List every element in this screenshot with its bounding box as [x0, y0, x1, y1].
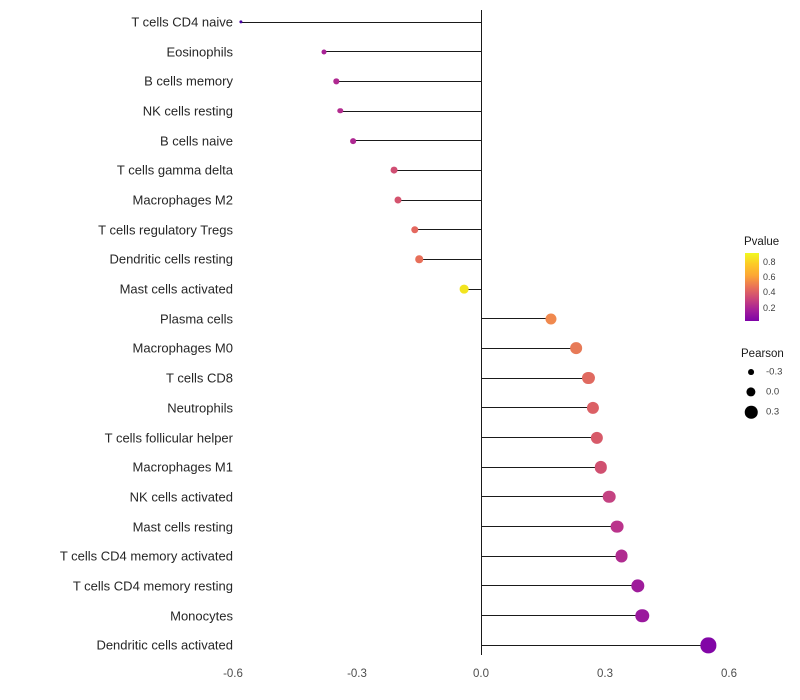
category-label: T cells CD8	[166, 370, 233, 386]
pearson-size-label: 0.0	[766, 386, 780, 398]
pearson-size-label: -0.3	[766, 366, 783, 378]
zero-axis-line	[480, 10, 482, 656]
lollipop-dot	[615, 549, 628, 563]
lollipop-stem	[481, 644, 709, 646]
category-label: Mast cells resting	[132, 519, 233, 535]
lollipop-dot	[390, 166, 398, 174]
pvalue-tick-label: 0.2	[763, 303, 776, 314]
category-label: Macrophages M0	[132, 340, 233, 356]
lollipop-dot	[586, 401, 599, 414]
lollipop-stem	[464, 288, 481, 290]
pearson-size-label: 0.3	[766, 406, 780, 418]
lollipop-dot	[610, 520, 624, 533]
lollipop-dot	[631, 579, 645, 593]
pearson-size-dot	[748, 369, 754, 375]
category-label: Eosinophils	[166, 44, 234, 60]
category-label: Dendritic cells resting	[109, 251, 233, 267]
category-label: T cells CD4 memory resting	[72, 578, 233, 594]
pvalue-tick-label: 0.8	[763, 256, 776, 267]
lollipop-stem	[336, 80, 481, 82]
category-label: NK cells activated	[129, 489, 233, 505]
pearson-size-dot	[746, 387, 756, 397]
lollipop-dot	[394, 196, 402, 204]
lollipop-stem	[398, 199, 481, 201]
category-label: B cells naive	[160, 133, 233, 149]
pvalue-tick-label: 0.6	[763, 272, 776, 283]
lollipop-dot	[545, 313, 557, 325]
lollipop-stem	[481, 526, 618, 528]
lollipop-dot	[411, 226, 419, 234]
category-label: B cells memory	[144, 73, 233, 89]
category-label: Neutrophils	[167, 400, 233, 416]
lollipop-stem	[241, 21, 481, 23]
lollipop-stem	[481, 555, 622, 557]
lollipop-stem	[481, 466, 601, 468]
category-label: Macrophages M2	[132, 192, 233, 208]
category-label: NK cells resting	[142, 103, 233, 119]
category-label: Plasma cells	[160, 311, 233, 327]
x-tick-label: 0.0	[473, 668, 489, 680]
pvalue-colorbar	[745, 253, 759, 321]
pearson-legend-title: Pearson	[741, 348, 784, 360]
lollipop-dot	[594, 461, 608, 474]
lollipop-stem	[481, 437, 597, 439]
lollipop-stem	[481, 347, 577, 349]
lollipop-stem	[340, 110, 481, 112]
category-label: T cells regulatory Tregs	[98, 222, 233, 238]
category-label: Dendritic cells activated	[96, 637, 233, 653]
lollipop-stem	[419, 258, 481, 260]
lollipop-dot	[635, 608, 649, 623]
category-label: T cells gamma delta	[116, 162, 233, 178]
category-label: Monocytes	[170, 608, 233, 624]
category-label: Mast cells activated	[119, 281, 233, 297]
lollipop-stem	[481, 496, 610, 498]
category-label: Macrophages M1	[132, 459, 233, 475]
category-label: T cells CD4 naive	[131, 14, 233, 30]
pearson-size-dot	[744, 405, 758, 419]
lollipop-dot	[239, 20, 243, 24]
lollipop-dot	[590, 431, 603, 444]
lollipop-stem	[394, 169, 481, 171]
lollipop-stem	[414, 229, 481, 231]
lollipop-dot	[460, 284, 469, 294]
x-tick-label: 0.3	[596, 668, 613, 680]
lollipop-stem	[323, 51, 481, 53]
category-label: T cells CD4 memory activated	[59, 548, 233, 564]
lollipop-stem	[481, 615, 643, 617]
lollipop-dot	[415, 255, 423, 264]
lollipop-dot	[582, 372, 595, 385]
x-tick-label: -0.3	[347, 668, 367, 680]
lollipop-dot	[321, 49, 327, 55]
lollipop-dot	[602, 490, 616, 504]
lollipop-stem	[481, 377, 589, 379]
lollipop-stem	[481, 407, 593, 409]
x-tick-label: -0.6	[223, 668, 243, 680]
lollipop-dot	[337, 108, 344, 114]
category-label: T cells follicular helper	[104, 430, 233, 446]
lollipop-dot	[700, 637, 716, 653]
lollipop-stem	[481, 585, 639, 587]
lollipop-stem	[352, 140, 481, 142]
lollipop-stem	[481, 318, 552, 320]
lollipop-dot	[349, 137, 356, 144]
pvalue-legend-title: Pvalue	[744, 236, 780, 248]
lollipop-dot	[570, 342, 582, 355]
pvalue-tick-label: 0.4	[763, 287, 776, 298]
x-tick-label: 0.6	[720, 668, 737, 680]
lollipop-dot	[333, 78, 339, 85]
